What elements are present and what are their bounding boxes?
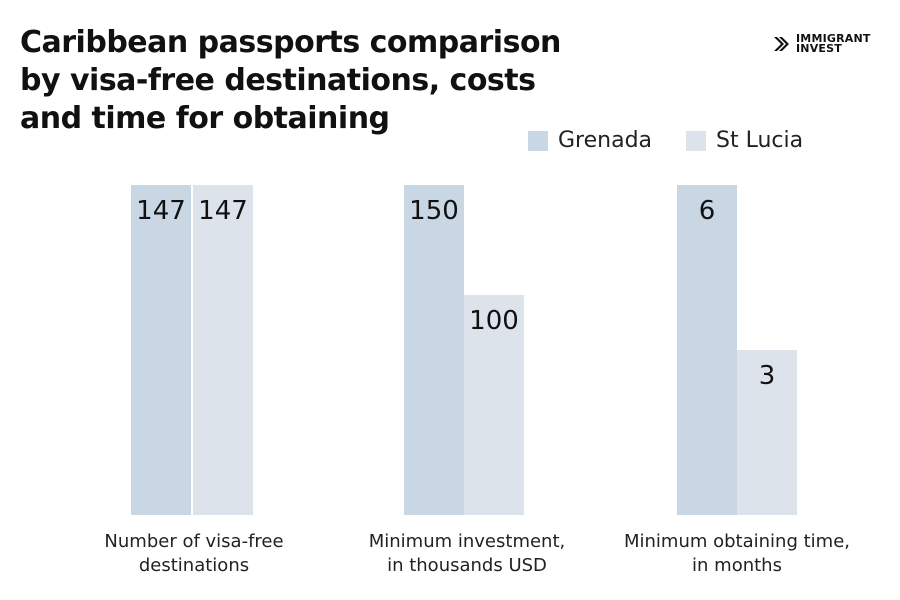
legend-swatch: [528, 130, 548, 151]
chart-title: Caribbean passports comparison by visa-f…: [20, 25, 561, 136]
logo-line1: IMMIGRANT: [796, 32, 871, 45]
logo-line2: INVEST: [796, 42, 842, 55]
data-label: 147: [198, 196, 248, 226]
category-label: Minimum obtaining time, in months: [623, 531, 851, 576]
legend-item-st-lucia: St Lucia: [686, 128, 803, 153]
bar-grenada: [131, 185, 191, 515]
bar-st-lucia: [193, 185, 253, 515]
data-label: 6: [699, 196, 716, 226]
bar-st-lucia: [737, 350, 797, 515]
bar-grenada: [404, 185, 464, 515]
legend-label: Grenada: [558, 128, 653, 153]
data-label: 150: [409, 196, 459, 226]
legend-swatch: [686, 130, 707, 151]
legend-item-grenada: Grenada: [528, 128, 652, 153]
category-label: Number of visa-free destinations: [104, 531, 284, 576]
data-label: 3: [759, 361, 776, 391]
legend-label: St Lucia: [716, 128, 804, 153]
legend: Grenada St Lucia: [528, 128, 837, 153]
data-label: 147: [136, 196, 186, 226]
logo-chevron-icon: [774, 37, 789, 51]
bar-grenada: [677, 185, 737, 515]
bar-st-lucia: [464, 295, 524, 515]
logo: IMMIGRANT INVEST: [772, 32, 871, 55]
data-label: 100: [469, 306, 519, 336]
category-label: Minimum investment, in thousands USD: [368, 531, 566, 576]
